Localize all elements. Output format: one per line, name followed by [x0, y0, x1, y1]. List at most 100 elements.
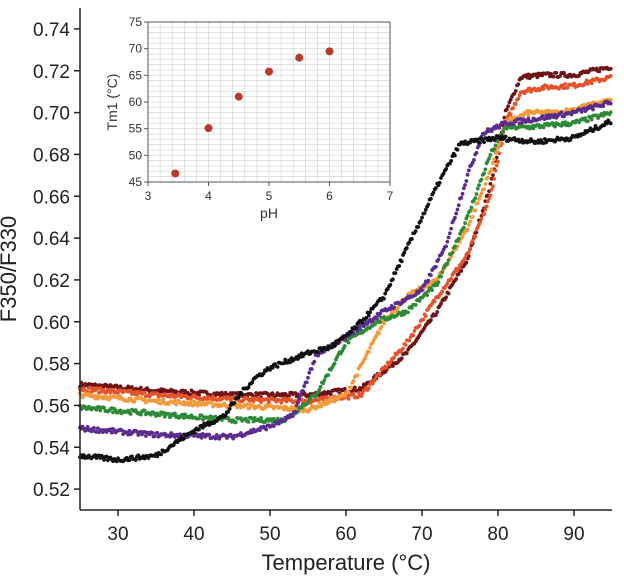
- main-data-point: [133, 458, 138, 462]
- main-data-point: [483, 182, 488, 186]
- main-data-point: [563, 82, 568, 86]
- main-data-point: [551, 74, 556, 79]
- main-data-point: [322, 378, 327, 383]
- main-data-point: [159, 452, 163, 457]
- main-data-point: [282, 407, 286, 412]
- main-data-point: [488, 152, 493, 157]
- main-x-tick-label: 90: [563, 524, 584, 545]
- main-data-point: [264, 427, 269, 432]
- main-data-point: [332, 343, 337, 348]
- main-data-point: [459, 269, 464, 273]
- main-data-point: [436, 280, 441, 285]
- main-data-point: [541, 125, 546, 130]
- main-data-point: [287, 393, 291, 398]
- main-data-point: [404, 246, 409, 250]
- main-data-point: [444, 244, 448, 249]
- main-data-point: [351, 379, 356, 383]
- main-data-point: [565, 85, 570, 90]
- main-data-point: [511, 106, 516, 110]
- inset-x-tick-label: 6: [326, 189, 333, 203]
- main-data-point: [455, 147, 460, 152]
- main-data-point: [460, 191, 465, 196]
- main-data-point: [256, 395, 261, 400]
- inset-data-point: [265, 67, 273, 76]
- main-data-point: [155, 431, 160, 435]
- main-data-point: [397, 264, 402, 268]
- main-data-point: [444, 295, 448, 300]
- main-data-point: [477, 140, 481, 145]
- main-data-point: [366, 386, 371, 390]
- main-data-point: [493, 168, 498, 173]
- main-data-point: [107, 397, 112, 402]
- main-data-point: [162, 414, 167, 419]
- main-data-point: [266, 400, 271, 405]
- main-data-point: [583, 116, 588, 120]
- main-data-point: [227, 407, 232, 411]
- main-data-point: [449, 276, 454, 281]
- main-data-point: [559, 110, 564, 115]
- main-data-point: [477, 143, 481, 148]
- main-data-point: [473, 208, 478, 213]
- main-data-point: [261, 371, 266, 376]
- main-data-point: [504, 107, 509, 112]
- main-data-point: [321, 381, 326, 386]
- main-data-point: [461, 186, 466, 191]
- main-data-point: [439, 274, 443, 279]
- main-data-point: [453, 244, 457, 249]
- main-y-axis-label: F350/F330: [0, 216, 21, 322]
- inset-y-tick-label: 75: [129, 15, 143, 29]
- main-data-point: [138, 385, 143, 390]
- main-data-point: [342, 394, 347, 399]
- main-data-point: [446, 258, 451, 263]
- main-data-point: [282, 419, 286, 423]
- main-data-point: [591, 107, 595, 112]
- main-data-point: [589, 117, 594, 122]
- main-data-point: [257, 428, 262, 433]
- main-data-point: [435, 283, 440, 287]
- main-data-point: [276, 421, 281, 426]
- main-data-point: [487, 196, 492, 201]
- main-y-tick-label: 0.72: [33, 62, 70, 83]
- main-data-point: [468, 219, 473, 224]
- main-data-point: [413, 303, 418, 307]
- main-data-point: [516, 96, 521, 101]
- main-data-point: [456, 272, 461, 276]
- main-data-point: [130, 385, 134, 389]
- main-series-4: [78, 110, 613, 425]
- main-data-point: [482, 171, 486, 176]
- main-data-point: [477, 197, 481, 201]
- main-data-point: [435, 310, 440, 314]
- main-y-tick-label: 0.64: [33, 229, 70, 250]
- main-data-point: [497, 125, 502, 130]
- main-data-point: [181, 436, 186, 441]
- main-data-point: [493, 143, 498, 148]
- main-data-point: [482, 187, 486, 192]
- main-data-point: [601, 104, 606, 109]
- main-x-tick-label: 40: [183, 524, 204, 545]
- main-data-point: [479, 216, 484, 221]
- main-data-point: [456, 236, 461, 241]
- main-data-point: [209, 400, 214, 405]
- main-data-point: [586, 119, 590, 124]
- main-data-point: [366, 313, 371, 318]
- main-data-point: [399, 259, 404, 264]
- main-data-point: [456, 266, 461, 270]
- main-data-point: [404, 351, 409, 356]
- main-data-point: [306, 400, 310, 405]
- main-data-point: [608, 73, 613, 78]
- main-data-point: [579, 109, 584, 114]
- main-data-point: [374, 333, 379, 338]
- main-series-6: [78, 118, 613, 464]
- main-data-point: [456, 203, 461, 208]
- main-data-point: [295, 400, 300, 405]
- main-data-point: [453, 215, 457, 220]
- main-data-point: [558, 74, 562, 78]
- main-data-point: [465, 227, 470, 232]
- main-data-point: [496, 159, 500, 164]
- main-data-point: [309, 367, 314, 371]
- main-data-point: [279, 400, 284, 405]
- main-data-point: [422, 282, 427, 287]
- main-data-point: [316, 349, 321, 354]
- main-data-point: [608, 110, 613, 115]
- main-data-point: [513, 89, 518, 93]
